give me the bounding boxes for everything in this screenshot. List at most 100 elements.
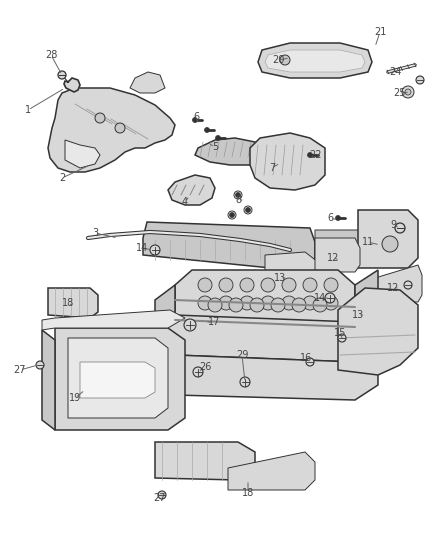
Text: 14: 14: [314, 293, 326, 303]
Circle shape: [193, 367, 203, 377]
Circle shape: [58, 71, 66, 79]
Circle shape: [240, 278, 254, 292]
Text: 25: 25: [394, 88, 406, 98]
Text: 8: 8: [235, 195, 241, 205]
Text: 1: 1: [25, 105, 31, 115]
Circle shape: [158, 491, 166, 499]
Polygon shape: [315, 230, 408, 260]
Circle shape: [271, 298, 285, 312]
Text: 14: 14: [136, 243, 148, 253]
Circle shape: [219, 278, 233, 292]
Polygon shape: [155, 308, 378, 362]
Circle shape: [208, 298, 222, 312]
Text: 15: 15: [334, 328, 346, 338]
Polygon shape: [65, 140, 100, 168]
Circle shape: [395, 223, 405, 233]
Text: 6: 6: [327, 213, 333, 223]
Polygon shape: [155, 285, 175, 328]
Circle shape: [313, 298, 327, 312]
Circle shape: [282, 296, 296, 310]
Circle shape: [198, 278, 212, 292]
Polygon shape: [228, 452, 315, 490]
Text: 27: 27: [14, 365, 26, 375]
Polygon shape: [130, 72, 165, 93]
Polygon shape: [338, 288, 418, 375]
Text: 28: 28: [45, 50, 57, 60]
Polygon shape: [250, 133, 325, 190]
Polygon shape: [315, 238, 360, 272]
Polygon shape: [80, 362, 155, 398]
Circle shape: [150, 245, 160, 255]
Text: 13: 13: [352, 310, 364, 320]
Circle shape: [292, 298, 306, 312]
Circle shape: [246, 207, 251, 213]
Polygon shape: [48, 88, 175, 172]
Circle shape: [402, 86, 414, 98]
Circle shape: [382, 236, 398, 252]
Circle shape: [240, 296, 254, 310]
Circle shape: [306, 358, 314, 366]
Text: 6: 6: [193, 112, 199, 122]
Circle shape: [303, 296, 317, 310]
Polygon shape: [42, 330, 55, 430]
Polygon shape: [355, 270, 378, 322]
Polygon shape: [342, 288, 400, 330]
Polygon shape: [168, 175, 215, 205]
Polygon shape: [265, 50, 365, 72]
Text: 16: 16: [300, 353, 312, 363]
Circle shape: [416, 76, 424, 84]
Circle shape: [219, 296, 233, 310]
Polygon shape: [265, 252, 318, 290]
Text: 2: 2: [59, 173, 65, 183]
Polygon shape: [195, 138, 265, 165]
Circle shape: [280, 55, 290, 65]
Circle shape: [230, 213, 234, 217]
Polygon shape: [358, 210, 418, 268]
Text: 3: 3: [92, 228, 98, 238]
Circle shape: [324, 278, 338, 292]
Polygon shape: [68, 338, 168, 418]
Text: 17: 17: [208, 317, 220, 327]
Polygon shape: [48, 288, 98, 318]
Circle shape: [115, 123, 125, 133]
Circle shape: [338, 334, 346, 342]
Text: 11: 11: [362, 237, 374, 247]
Circle shape: [95, 113, 105, 123]
Text: 4: 4: [182, 197, 188, 207]
Circle shape: [198, 296, 212, 310]
Circle shape: [336, 215, 340, 221]
Text: 21: 21: [374, 27, 386, 37]
Circle shape: [405, 89, 411, 95]
Circle shape: [261, 296, 275, 310]
Circle shape: [282, 278, 296, 292]
Circle shape: [261, 278, 275, 292]
Text: 9: 9: [390, 220, 396, 230]
Polygon shape: [258, 43, 372, 78]
Text: 18: 18: [242, 488, 254, 498]
Text: 29: 29: [236, 350, 248, 360]
Text: 24: 24: [389, 67, 401, 77]
Text: 26: 26: [199, 362, 211, 372]
Text: 7: 7: [269, 163, 275, 173]
Text: 12: 12: [327, 253, 339, 263]
Text: 5: 5: [212, 142, 218, 152]
Polygon shape: [155, 342, 378, 400]
Circle shape: [229, 298, 243, 312]
Text: 19: 19: [69, 393, 81, 403]
Polygon shape: [55, 328, 185, 430]
Circle shape: [192, 117, 198, 123]
Circle shape: [250, 298, 264, 312]
Text: 27: 27: [154, 493, 166, 503]
Circle shape: [404, 281, 412, 289]
Polygon shape: [175, 270, 355, 330]
Circle shape: [324, 296, 338, 310]
Text: 22: 22: [309, 150, 321, 160]
Polygon shape: [375, 265, 422, 302]
Circle shape: [215, 135, 220, 141]
Circle shape: [240, 377, 250, 387]
Polygon shape: [64, 78, 80, 92]
Circle shape: [184, 319, 196, 331]
Circle shape: [205, 127, 209, 133]
Circle shape: [307, 152, 312, 157]
Text: 18: 18: [62, 298, 74, 308]
